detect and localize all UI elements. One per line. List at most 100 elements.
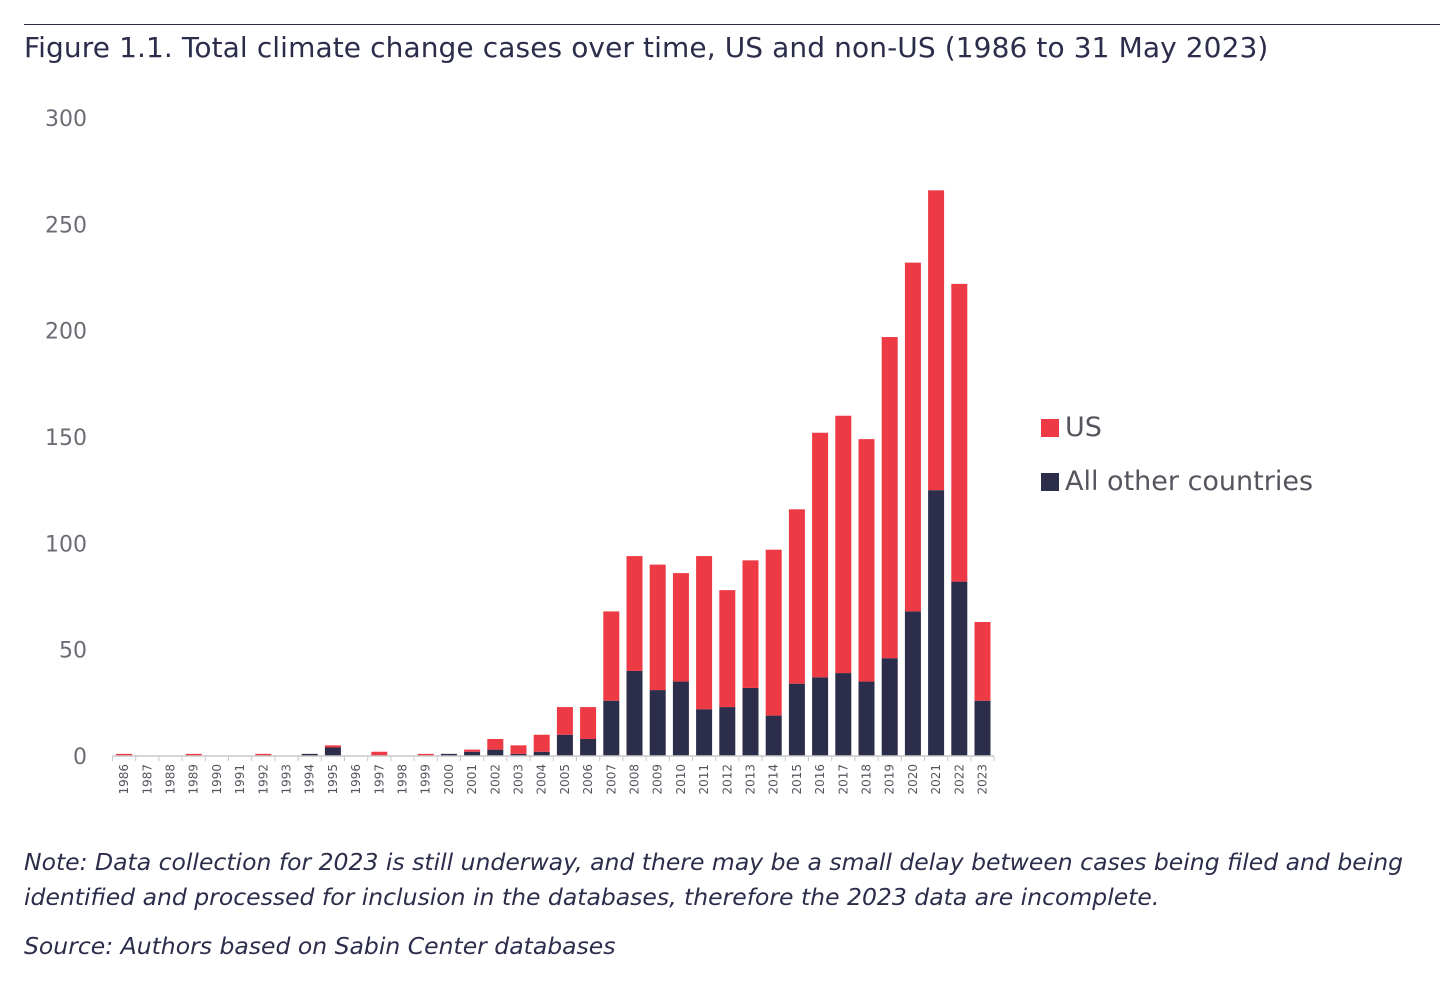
bar-us-2011 [696,556,713,710]
bar-other-2005 [556,734,573,756]
legend-item-other: All other countries [1041,466,1313,497]
bar-us-2020 [904,262,921,612]
x-tick-label: 1992 [256,764,270,795]
x-tick-label: 2012 [720,764,734,795]
bar-other-2014 [765,715,782,756]
x-tick-label: 2018 [860,764,874,795]
legend-label-us: US [1065,412,1102,443]
bar-other-2020 [904,611,921,756]
x-tick-label: 1995 [326,764,340,795]
bar-other-2007 [603,700,620,756]
x-tick-label: 2023 [976,764,990,795]
x-tick-label: 2022 [952,764,966,795]
x-tick-label: 1989 [187,764,201,795]
x-tick-label: 1988 [164,764,178,795]
bar-us-2004 [533,734,550,752]
top-rule [24,24,1440,25]
bar-other-2013 [742,687,759,756]
figure-title: Figure 1.1. Total climate change cases o… [24,31,1269,64]
x-tick-label: 1998 [396,764,410,795]
bar-other-2015 [788,683,805,756]
bar-us-1999 [417,753,434,756]
x-tick-label: 2000 [442,764,456,795]
x-tick-label: 2021 [929,764,943,795]
bar-us-2008 [626,556,643,671]
x-tick-label: 1987 [140,764,154,795]
bar-other-2012 [719,707,736,756]
bar-us-2010 [672,573,689,682]
bar-other-2004 [533,751,550,756]
bar-us-2019 [881,337,898,659]
x-axis: 1986 1987 1988 1989 1990 1991 1992 1993 1994 1995… [112,756,995,795]
bar-us-2006 [580,707,597,739]
bar-us-1992 [255,753,272,756]
x-tick-label: 2017 [836,764,850,795]
x-tick-label: 2015 [790,764,804,795]
bar-us-2023 [974,622,991,701]
bar-us-2002 [487,738,504,750]
x-tick-label: 2020 [906,764,920,795]
bar-other-2021 [928,490,945,756]
bar-other-1995 [324,747,341,756]
bar-other-2019 [881,658,898,756]
x-tick-label: 2002 [488,764,502,795]
bar-other-2002 [487,749,504,756]
bar-us-1986 [116,753,133,756]
bar-us-2009 [649,564,666,691]
bar-other-2011 [696,709,713,756]
bar-other-2000 [440,753,457,756]
y-tick-label: 100 [45,532,87,557]
bar-us-1989 [185,753,202,756]
x-tick-label: 2011 [697,764,711,795]
bar-other-1994 [301,753,318,756]
bar-other-2023 [974,700,991,756]
y-tick-label: 300 [45,107,87,132]
bar-other-2003 [510,753,527,756]
bar-other-2018 [858,681,875,756]
x-tick-label: 1993 [280,764,294,795]
bar-us-2014 [765,549,782,716]
x-tick-label: 2019 [883,764,897,795]
bar-other-2006 [580,738,597,756]
bar-us-2007 [603,611,620,701]
x-tick-label: 1999 [419,764,433,795]
x-tick-label: 2009 [651,764,665,795]
bar-us-1997 [371,751,388,756]
x-tick-label: 1996 [349,764,363,795]
bar-other-2017 [835,673,852,756]
x-tick-label: 2005 [558,764,572,795]
legend-swatch-us [1041,418,1059,437]
x-tick-label: 1986 [117,764,131,795]
y-tick-label: 0 [73,745,87,770]
legend-swatch-other [1041,472,1059,491]
x-tick-label: 2001 [465,764,479,795]
x-tick-label: 2016 [813,764,827,795]
bar-us-2003 [510,745,527,754]
x-tick-label: 2004 [535,764,549,795]
x-tick-label: 2010 [674,764,688,795]
x-tick-label: 1990 [210,764,224,795]
bar-us-2005 [556,707,573,735]
x-tick-label: 2003 [512,764,526,795]
bar-us-2013 [742,560,759,688]
x-tick-label: 2007 [604,764,618,795]
y-tick-label: 250 [45,213,87,238]
bar-us-2012 [719,590,736,708]
bar-us-2018 [858,439,875,682]
y-axis: 0 50 100 150 200 250 300 [45,107,87,770]
figure-source: Source: Authors based on Sabin Center da… [24,932,616,960]
bar-us-2016 [812,432,829,678]
bar-other-2001 [464,751,481,756]
bar-us-2021 [928,190,945,491]
x-tick-label: 1994 [303,764,317,795]
x-tick-label: 2006 [581,764,595,795]
bar-other-2010 [672,681,689,756]
bar-us-2001 [464,749,481,752]
bar-us-2022 [951,283,968,582]
bars [116,190,991,756]
x-tick-label: 2014 [767,764,781,795]
bar-other-2009 [649,690,666,756]
figure-note: Note: Data collection for 2023 is still … [24,848,1404,911]
x-tick-label: 2013 [744,764,758,795]
